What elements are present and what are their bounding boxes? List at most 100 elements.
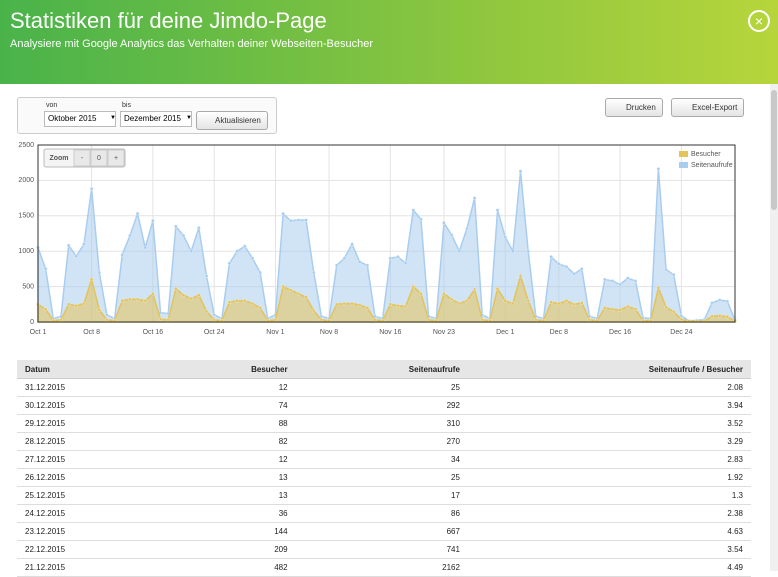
column-header[interactable]: Datum	[17, 360, 161, 379]
data-point	[289, 219, 293, 223]
data-point	[526, 299, 530, 303]
data-point	[97, 308, 102, 312]
data-point	[656, 286, 661, 290]
close-button[interactable]: ×	[748, 10, 770, 32]
data-point	[511, 301, 515, 306]
column-header[interactable]: Seitenaufrufe	[295, 360, 468, 379]
data-point	[311, 308, 316, 313]
data-point	[143, 299, 147, 303]
data-point	[258, 306, 262, 310]
data-point	[549, 300, 553, 304]
data-point	[158, 317, 163, 321]
table-row: 29.12.2015 88 310 3.52	[17, 414, 751, 433]
data-point	[334, 263, 339, 268]
data-point	[105, 313, 109, 317]
data-point	[564, 299, 569, 303]
data-point	[411, 208, 416, 212]
y-tick-label: 2500	[18, 142, 34, 149]
refresh-button[interactable]: Aktualisieren	[196, 111, 268, 130]
data-point	[66, 302, 71, 307]
table-cell: 270	[295, 432, 468, 451]
data-point	[204, 309, 209, 314]
zoom-button[interactable]	[73, 149, 91, 167]
data-point	[350, 242, 354, 246]
table-cell: 2.83	[467, 450, 751, 469]
x-tick-label: Dec 1	[496, 329, 514, 336]
data-point	[411, 284, 416, 289]
data-point	[610, 279, 615, 283]
x-tick-label: Oct 16	[143, 329, 164, 336]
data-point	[250, 301, 255, 306]
header	[0, 0, 778, 84]
data-point	[304, 295, 308, 299]
table-cell: 21.12.2015	[17, 558, 161, 577]
column-header[interactable]: Besucher	[160, 360, 296, 379]
data-point	[534, 318, 538, 322]
column-header[interactable]: Seitenaufrufe / Besucher	[467, 360, 751, 379]
table-cell: 1.92	[467, 468, 751, 487]
data-point	[557, 262, 561, 266]
chart: 0 500 1000 1500 2000 2500 Oct 1 Oct 8 Oct 16 Oct …	[18, 142, 737, 336]
scrollbar[interactable]	[770, 84, 778, 571]
data-point	[449, 297, 454, 302]
table-cell: 144	[160, 522, 296, 541]
data-point	[174, 224, 178, 229]
data-point	[472, 196, 477, 200]
zoom-button[interactable]	[107, 149, 125, 167]
scrollbar-thumb[interactable]	[771, 90, 777, 210]
zoom-button[interactable]	[90, 149, 108, 167]
data-point	[603, 277, 607, 282]
data-point	[656, 167, 661, 171]
table-row: 31.12.2015 12 25 2.08	[17, 378, 751, 397]
data-point	[518, 169, 523, 173]
zoom-button-label: +	[114, 155, 118, 162]
data-point	[135, 297, 140, 302]
data-point	[235, 249, 239, 253]
table-cell: 292	[295, 396, 468, 415]
print-button[interactable]: Drucken	[605, 98, 663, 117]
data-point	[449, 233, 454, 237]
data-point	[503, 299, 507, 303]
legend-label: Seitenaufrufe	[691, 162, 733, 169]
data-point	[526, 249, 530, 253]
y-tick-label: 1500	[18, 213, 34, 220]
data-point	[365, 263, 370, 268]
table-cell: 25	[295, 468, 468, 487]
table-cell: 13	[160, 468, 296, 487]
data-point	[388, 302, 393, 307]
x-tick-label: Dec 16	[609, 329, 631, 336]
data-point	[43, 267, 48, 271]
x-tick-label: Oct 24	[204, 329, 225, 336]
to-select[interactable]: Dezember 2015	[120, 111, 192, 127]
table-row: 26.12.2015 13 25 1.92	[17, 468, 751, 487]
x-tick-label: Nov 23	[433, 329, 455, 336]
data-point	[465, 299, 469, 303]
from-select[interactable]: Oktober 2015	[44, 111, 116, 127]
data-point	[403, 304, 408, 309]
x-tick-label: Oct 8	[83, 329, 100, 336]
data-point	[503, 235, 507, 239]
dropdown-icon: ▼	[110, 115, 116, 121]
table-cell: 34	[295, 450, 468, 469]
data-point	[227, 261, 232, 265]
y-tick-label: 2000	[18, 177, 34, 184]
data-point	[465, 226, 469, 231]
export-button[interactable]: Excel-Export	[671, 98, 745, 117]
table-row: 23.12.2015 144 667 4.63	[17, 522, 751, 541]
dropdown-icon: ▼	[186, 115, 192, 121]
data-point	[671, 310, 676, 314]
data-point	[319, 318, 324, 322]
table-cell: 17	[295, 486, 468, 505]
table-row: 27.12.2015 12 34 2.83	[17, 450, 751, 469]
page-subtitle: Analysiere mit Google Analytics das Verh…	[10, 38, 373, 50]
table-cell: 3.52	[467, 414, 751, 433]
y-tick-label: 500	[22, 283, 34, 290]
data-point	[495, 208, 500, 212]
data-point	[82, 242, 86, 246]
table-cell: 12	[160, 378, 296, 397]
table-cell: 13	[160, 486, 296, 505]
table-cell: 25	[295, 378, 468, 397]
data-point	[204, 274, 209, 278]
data-point	[243, 299, 247, 303]
